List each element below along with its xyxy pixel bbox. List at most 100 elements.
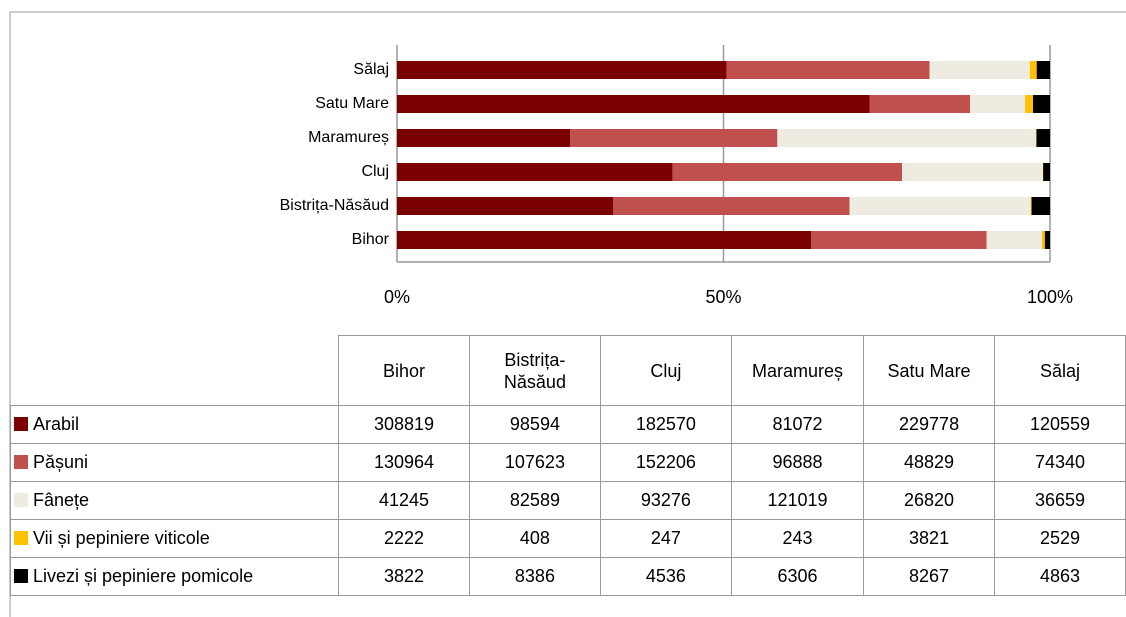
bar-segment (397, 197, 614, 215)
legend-label: Livezi și pepiniere pomicole (33, 566, 254, 586)
bar-segment (1044, 231, 1050, 249)
table-cell: 2222 (338, 519, 470, 558)
table-cell: 36659 (994, 481, 1126, 520)
legend-label: Pășuni (33, 452, 89, 472)
column-header: Cluj (599, 335, 732, 406)
table-cell: 8386 (468, 557, 601, 596)
corner (10, 335, 340, 406)
bar-segment (986, 231, 1042, 249)
column-header: Bihor (338, 335, 470, 406)
table-cell: 98594 (468, 405, 601, 444)
table-cell: 182570 (599, 405, 732, 444)
bar-segment (397, 95, 870, 113)
table-cell: 96888 (730, 443, 865, 482)
y-tick-label: Sălaj (353, 61, 389, 78)
bar-segment (1031, 197, 1050, 215)
column-header-text: Cluj (650, 360, 682, 381)
bar-segment (777, 129, 1037, 147)
y-tick-label: Maramureș (308, 129, 389, 146)
legend-label: Fânețe (33, 490, 90, 510)
y-tick-label: Satu Mare (315, 95, 389, 112)
x-tick-label: 100% (1027, 287, 1073, 307)
bar-segment (1036, 129, 1037, 147)
table-cell: 93276 (599, 481, 732, 520)
legend-swatch (14, 569, 28, 583)
table-cell: 41245 (338, 481, 470, 520)
table-cell: 130964 (338, 443, 470, 482)
y-tick-label: Bihor (352, 231, 390, 248)
table-cell: 3821 (863, 519, 996, 558)
data-table: Bihor Bistrița-Năsăud Cluj Maramureș Satu Ma… (9, 335, 1126, 596)
table-cell: 121019 (730, 481, 865, 520)
data-row: Livezi și pepiniere pomicole 3822 8386 4536… (9, 557, 1126, 596)
column-header: Sălaj (994, 335, 1126, 406)
table-cell: 4536 (599, 557, 732, 596)
table-cell: 6306 (730, 557, 865, 596)
table-cell: 152206 (599, 443, 732, 482)
table-cell: 408 (468, 519, 601, 558)
row-header: Livezi și pepiniere pomicole (9, 557, 340, 596)
bar-segment (726, 61, 930, 79)
frame (9, 11, 1126, 617)
bar-segment (672, 163, 903, 181)
table-cell: 243 (730, 519, 865, 558)
legend-label: Vii și pepiniere viticole (33, 528, 210, 548)
table-cell: 229778 (863, 405, 996, 444)
data-row: Fânețe 41245 82589 93276 121019 26820 36659 (9, 481, 1126, 520)
column-header: Satu Mare (863, 335, 996, 406)
legend-swatch (14, 531, 28, 545)
legend-swatch (14, 417, 28, 431)
table-cell: 247 (599, 519, 732, 558)
x-tick-label: 50% (705, 287, 741, 307)
column-header-text: Bistrița-Năsăud (503, 349, 566, 392)
bar-segment (1041, 231, 1045, 249)
table-cell: 48829 (863, 443, 996, 482)
column-header: Maramureș (730, 335, 865, 406)
bar-segment (1029, 61, 1037, 79)
bar-segment (1025, 95, 1033, 113)
header-row: Bihor Bistrița-Năsăud Cluj Maramureș Satu Ma… (10, 335, 1126, 406)
row-header: Vii și pepiniere viticole (9, 519, 340, 558)
table-cell: 4863 (994, 557, 1126, 596)
row-header: Arabil (9, 405, 340, 444)
table-cell: 308819 (338, 405, 470, 444)
bar-segment (570, 129, 778, 147)
column-header-text: Bihor (382, 360, 425, 381)
bar-segment (397, 129, 571, 147)
table-cell: 74340 (994, 443, 1126, 482)
column-header: Bistrița-Năsăud (468, 335, 601, 406)
legend-swatch (14, 493, 28, 507)
bar-segment (1036, 129, 1050, 147)
y-tick-label: Cluj (361, 163, 389, 180)
bar-segment (869, 95, 970, 113)
row-header: Fânețe (9, 481, 340, 520)
bar-segment (1030, 197, 1032, 215)
data-row: Arabil 308819 98594 182570 81072 229778 120559 (9, 405, 1126, 444)
y-tick-label: Bistrița-Năsăud (280, 197, 389, 214)
bar-segment (969, 95, 1026, 113)
bar-segment (613, 197, 850, 215)
bar-segment (929, 61, 1030, 79)
row-header: Pășuni (9, 443, 340, 482)
legend-label: Arabil (33, 414, 80, 434)
data-row: Pășuni 130964 107623 152206 96888 48829 74340 (9, 443, 1126, 482)
bar-segment (902, 163, 1043, 181)
column-header-text: Sălaj (1039, 360, 1081, 381)
column-header-text: Satu Mare (887, 360, 971, 381)
x-tick-label: 0% (384, 287, 410, 307)
legend-swatch (14, 455, 28, 469)
table-cell: 26820 (863, 481, 996, 520)
bar-segment (397, 231, 812, 249)
table-cell: 82589 (468, 481, 601, 520)
bar-segment (1032, 95, 1050, 113)
table-cell: 8267 (863, 557, 996, 596)
bar-segment (811, 231, 987, 249)
table-cell: 81072 (730, 405, 865, 444)
bar-segment (1036, 61, 1050, 79)
table-cell: 3822 (338, 557, 470, 596)
bar-segment (1043, 163, 1050, 181)
data-row: Vii și pepiniere viticole 2222 408 247 243 38… (9, 519, 1126, 558)
column-header-text: Maramureș (751, 360, 843, 381)
table-cell: 2529 (994, 519, 1126, 558)
